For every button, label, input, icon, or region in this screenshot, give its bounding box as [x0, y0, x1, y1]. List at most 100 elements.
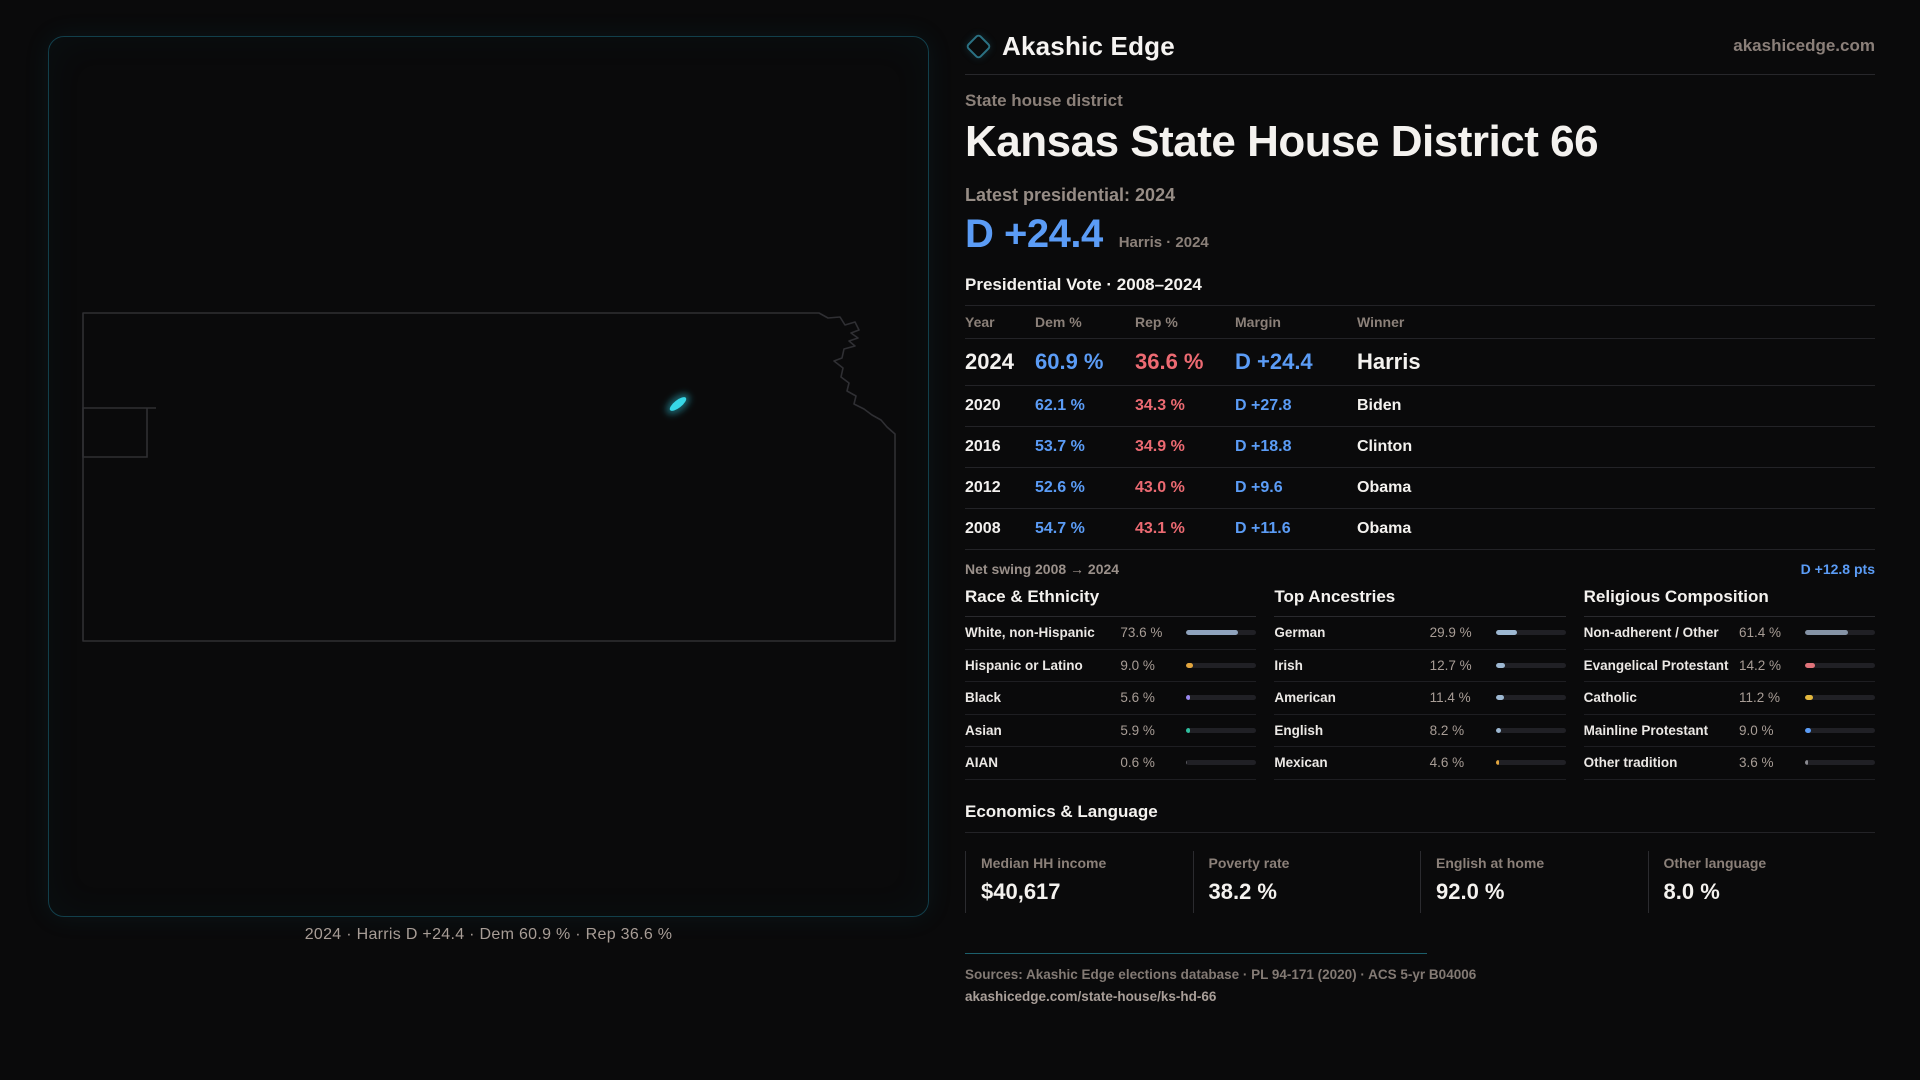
- brand-name: Akashic Edge: [1002, 30, 1175, 61]
- permalink-link[interactable]: akashicedge.com/state-house/ks-hd-66: [965, 988, 1217, 1004]
- year-cell: 2008: [965, 520, 1001, 537]
- vote-table-header: Year Dem % Rep % Margin Winner: [965, 306, 1875, 339]
- list-item: White, non-Hispanic 73.6 %: [965, 617, 1257, 650]
- bar-track: [1186, 760, 1257, 766]
- bar-fill: [1186, 695, 1191, 701]
- list-item: Catholic 11.2 %: [1583, 682, 1875, 715]
- table-row: 2024 60.9 % 36.6 % D +24.4 Harris: [965, 339, 1875, 386]
- margin-cell: D +9.6: [1235, 479, 1283, 496]
- headline-margin: D +24.4: [965, 212, 1103, 256]
- dem-cell: 60.9 %: [1035, 349, 1104, 374]
- year-cell: 2016: [965, 438, 1001, 455]
- bar-fill: [1495, 662, 1505, 668]
- col-dem: Dem %: [1035, 314, 1082, 330]
- margin-cell: D +27.8: [1235, 397, 1292, 414]
- latest-presidential-label: Latest presidential: 2024: [965, 185, 1176, 205]
- bar-track: [1186, 630, 1257, 636]
- bar-track: [1805, 760, 1875, 766]
- headline-note: Harris · 2024: [1118, 234, 1209, 251]
- map-caption: 2024 · Harris D +24.4 · Dem 60.9 % · Rep…: [304, 926, 673, 943]
- bar-track: [1805, 662, 1875, 668]
- economics-stats: Median HH income $40,617 Poverty rate 38…: [965, 850, 1876, 913]
- bar-track: [1495, 727, 1566, 733]
- report-column: Akashic Edge akashicedge.com State house…: [965, 28, 1875, 1004]
- section-title: Top Ancestries: [1274, 587, 1566, 617]
- margin-cell: D +24.4: [1235, 349, 1313, 374]
- bar-fill: [1186, 662, 1193, 668]
- bar-fill: [1186, 630, 1238, 636]
- year-cell: 2020: [965, 397, 1001, 414]
- ancestries-section: Top Ancestries German 29.9 % Irish 12.7 …: [1274, 587, 1566, 780]
- net-swing-label: Net swing 2008 → 2024: [965, 561, 1120, 577]
- bar-fill: [1495, 727, 1502, 733]
- list-item: German 29.9 %: [1274, 617, 1566, 650]
- net-swing-row: Net swing 2008 → 2024 D +12.8 pts: [965, 550, 1875, 583]
- list-item: Irish 12.7 %: [1274, 650, 1566, 683]
- year-cell: 2012: [965, 479, 1001, 496]
- page-title: Kansas State House District 66: [965, 117, 1599, 166]
- winner-cell: Obama: [1357, 479, 1412, 496]
- winner-cell: Obama: [1357, 520, 1412, 537]
- dem-cell: 54.7 %: [1035, 520, 1085, 537]
- section-title: Race & Ethnicity: [965, 587, 1257, 617]
- bar-fill: [1805, 695, 1813, 701]
- diamond-icon: [965, 32, 992, 60]
- list-item: AIAN 0.6 %: [965, 747, 1257, 780]
- stat-card: Other language 8.0 %: [1647, 850, 1876, 913]
- stat-card: Poverty rate 38.2 %: [1192, 850, 1421, 913]
- bar-track: [1186, 662, 1257, 668]
- bar-track: [1495, 760, 1566, 766]
- bar-track: [1495, 662, 1566, 668]
- table-row: 2020 62.1 % 34.3 % D +27.8 Biden: [965, 386, 1875, 427]
- footer-accent-divider: [965, 952, 1427, 954]
- bar-track: [1186, 695, 1257, 701]
- bar-fill: [1495, 695, 1504, 701]
- winner-cell: Harris: [1357, 349, 1421, 374]
- bar-fill: [1805, 727, 1812, 733]
- dem-cell: 52.6 %: [1035, 479, 1085, 496]
- sources-text: Sources: Akashic Edge elections database…: [965, 966, 1477, 982]
- brand-domain-link[interactable]: akashicedge.com: [1733, 36, 1875, 55]
- dem-cell: 62.1 %: [1035, 397, 1085, 414]
- bar-fill: [1186, 760, 1188, 766]
- dem-cell: 53.7 %: [1035, 438, 1085, 455]
- col-year: Year: [965, 314, 995, 330]
- list-item: Evangelical Protestant 14.2 %: [1583, 650, 1875, 683]
- bar-track: [1805, 727, 1875, 733]
- stat-card: Median HH income $40,617: [965, 850, 1193, 913]
- rep-cell: 34.9 %: [1135, 438, 1185, 455]
- kansas-outline: [82, 312, 896, 642]
- list-item: Mexican 4.6 %: [1274, 747, 1566, 780]
- list-item: Black 5.6 %: [965, 682, 1257, 715]
- winner-cell: Clinton: [1357, 438, 1413, 455]
- list-item: American 11.4 %: [1274, 682, 1566, 715]
- demographics-grid: Race & Ethnicity White, non-Hispanic 73.…: [965, 587, 1875, 780]
- kansas-map: [82, 312, 896, 642]
- rep-cell: 36.6 %: [1135, 349, 1204, 374]
- stat-card: English at home 92.0 %: [1420, 850, 1648, 913]
- bar-fill: [1495, 630, 1517, 636]
- vote-table-title: Presidential Vote · 2008–2024: [965, 275, 1875, 306]
- list-item: Non-adherent / Other 61.4 %: [1583, 617, 1875, 650]
- list-item: Asian 5.9 %: [965, 715, 1257, 748]
- table-row: 2016 53.7 % 34.9 % D +18.8 Clinton: [965, 427, 1875, 468]
- bar-fill: [1805, 760, 1808, 766]
- kicker: State house district: [965, 91, 1123, 110]
- bar-fill: [1186, 727, 1191, 733]
- section-title: Religious Composition: [1583, 587, 1875, 617]
- col-rep: Rep %: [1135, 314, 1178, 330]
- net-swing-value: D +12.8 pts: [1800, 561, 1875, 577]
- margin-cell: D +18.8: [1235, 438, 1292, 455]
- rep-cell: 43.1 %: [1135, 520, 1185, 537]
- header-divider: [965, 74, 1875, 75]
- inset-box: [82, 407, 156, 458]
- bar-track: [1186, 727, 1257, 733]
- table-row: 2012 52.6 % 43.0 % D +9.6 Obama: [965, 468, 1875, 509]
- col-margin: Margin: [1235, 314, 1281, 330]
- col-winner: Winner: [1357, 314, 1405, 330]
- rep-cell: 34.3 %: [1135, 397, 1185, 414]
- headline-margin-row: D +24.4 Harris · 2024: [965, 212, 1875, 257]
- bar-fill: [1805, 630, 1848, 636]
- winner-cell: Biden: [1357, 397, 1402, 414]
- list-item: English 8.2 %: [1274, 715, 1566, 748]
